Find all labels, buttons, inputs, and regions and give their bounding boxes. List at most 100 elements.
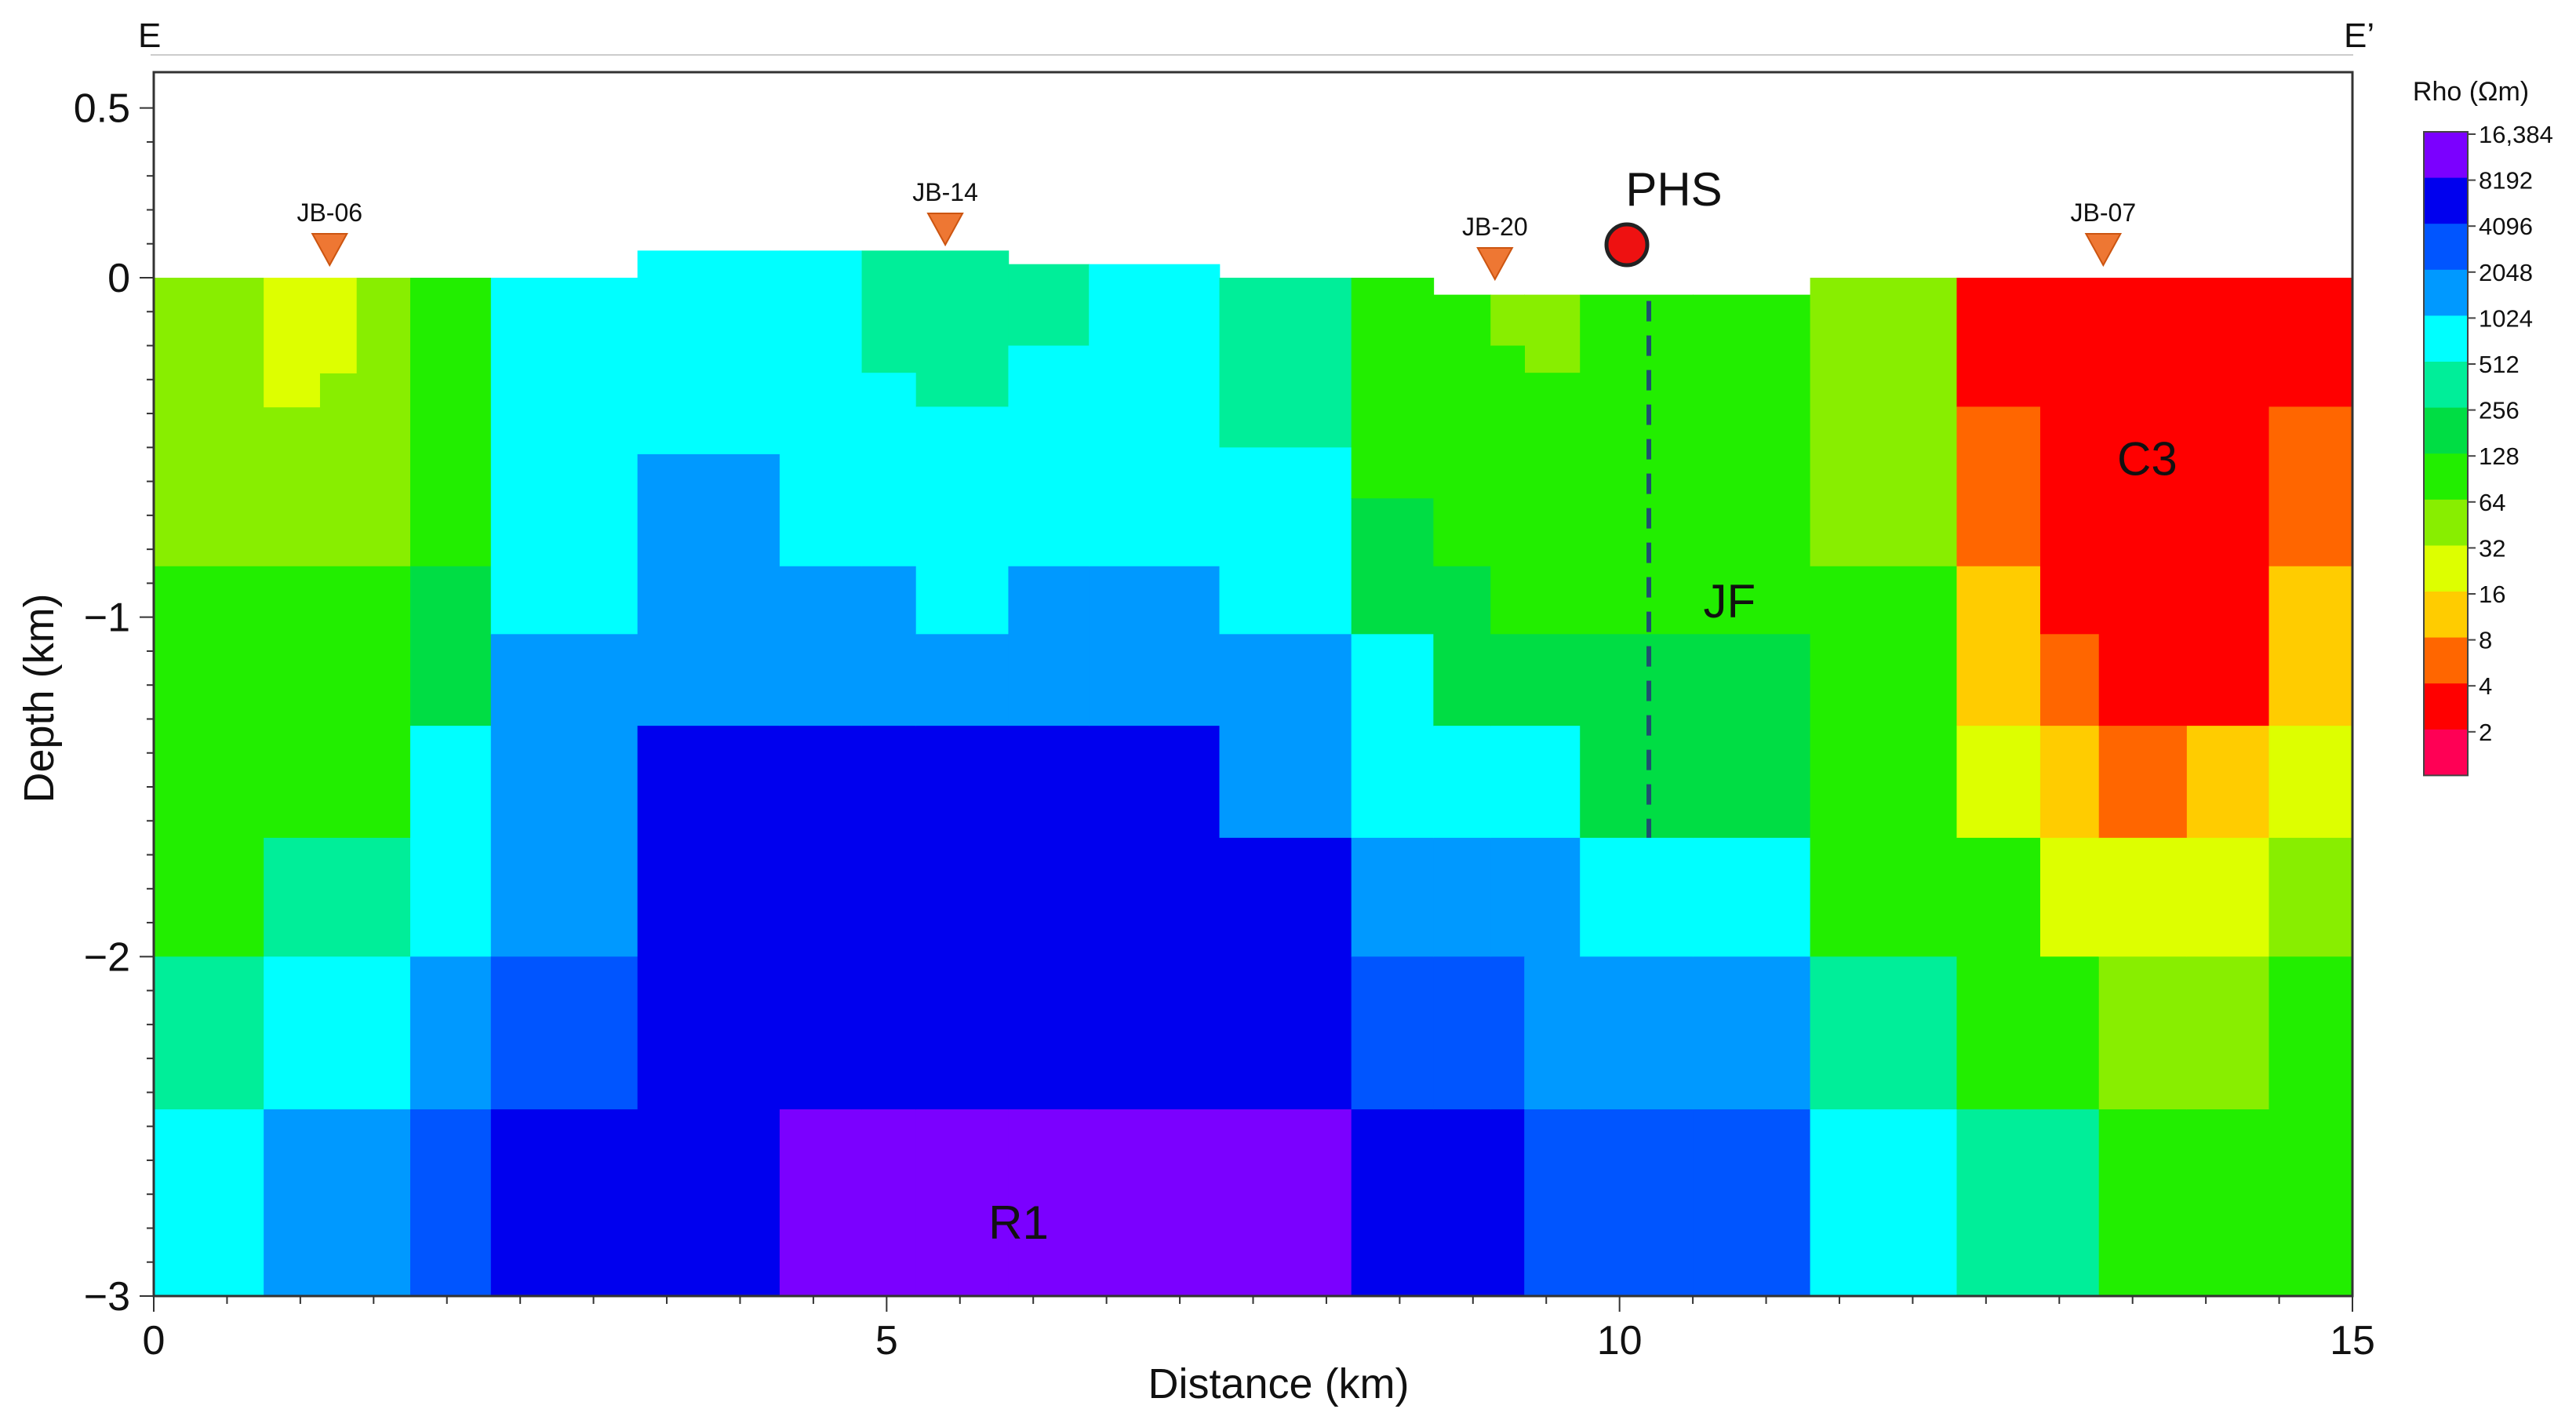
model-cell <box>264 956 411 1110</box>
model-cell <box>1490 726 1581 839</box>
model-cell <box>2186 1109 2270 1297</box>
model-cell <box>490 278 639 635</box>
colorbar-label: 1024 <box>2479 304 2533 332</box>
colorbar-swatch <box>2424 637 2468 684</box>
model-cell <box>2186 837 2270 958</box>
model-cell <box>264 566 411 839</box>
station-label: JB-20 <box>1462 213 1528 241</box>
model-cell <box>1433 498 1492 567</box>
model-cell <box>861 250 917 373</box>
model-cell <box>154 278 264 567</box>
region-label: C3 <box>2117 432 2178 485</box>
region-label: R1 <box>988 1196 1049 1249</box>
colorbar-label: 128 <box>2479 442 2520 470</box>
model-cell <box>1433 566 1492 726</box>
model-cell <box>915 726 1010 1110</box>
model-cell <box>2186 956 2270 1110</box>
model-cell <box>2269 566 2353 726</box>
model-cell <box>1580 634 1694 839</box>
model-cell <box>1351 837 1435 958</box>
colorbar-label: 2 <box>2479 719 2492 746</box>
model-cell <box>1580 837 1694 958</box>
x-tick-label: 5 <box>875 1318 898 1364</box>
x-axis: 0 5 10 15 <box>143 1294 2375 1364</box>
colorbar: Rho (Ωm) 16,384 8192 4096 2048 1024 512 256 128… <box>2413 77 2553 777</box>
model-cell <box>1219 447 1352 635</box>
model-cell <box>1956 406 2041 567</box>
model-cell <box>1693 1109 1811 1297</box>
stations: JB-06 JB-14 JB-20 JB-07 <box>297 178 2136 282</box>
y-axis-label: Depth (km) <box>16 593 63 803</box>
model-cell <box>1490 345 1526 500</box>
model-cell <box>2269 278 2353 408</box>
station-label: JB-14 <box>912 178 978 206</box>
colorbar-swatch <box>2424 224 2468 271</box>
resistivity-cells <box>154 250 2353 1297</box>
model-cell <box>490 956 639 1110</box>
model-cell <box>1580 1109 1694 1297</box>
y-tick-label: −1 <box>84 595 130 641</box>
model-cell <box>264 1109 411 1297</box>
model-cell <box>637 1109 780 1297</box>
colorbar-label: 64 <box>2479 489 2505 516</box>
x-tick-label: 10 <box>1597 1318 1643 1364</box>
model-cell <box>2269 1109 2353 1297</box>
model-cell <box>861 566 917 726</box>
colorbar-label: 512 <box>2479 351 2520 378</box>
model-cell <box>1490 294 1526 347</box>
colorbar-swatches: 16,384 8192 4096 2048 1024 512 256 128 64 32 16 8 4 2 <box>2423 121 2553 777</box>
colorbar-title: Rho (Ωm) <box>2413 77 2529 107</box>
region-label: JF <box>1703 575 1756 628</box>
station-marker <box>1476 247 1514 282</box>
model-cell <box>2039 634 2100 726</box>
colorbar-swatch <box>2424 683 2468 730</box>
model-cell <box>2098 1109 2188 1297</box>
model-cell <box>1810 956 1958 1110</box>
model-cell <box>2269 837 2353 958</box>
colorbar-swatch <box>2424 499 2468 546</box>
profile-endpoints: E E’ <box>138 16 2374 56</box>
model-cell <box>319 278 357 373</box>
colorbar-label: 16,384 <box>2479 121 2553 148</box>
station-marker <box>311 233 348 268</box>
model-cell <box>1008 1109 1090 1297</box>
model-cell <box>2269 406 2353 567</box>
model-cell <box>2039 956 2100 1110</box>
model-cell <box>1580 294 1694 635</box>
model-cell <box>1089 726 1221 1110</box>
model-cell <box>779 726 863 1110</box>
colorbar-label: 8192 <box>2479 167 2533 195</box>
model-cell <box>779 250 863 567</box>
phs-marker-group: PHS <box>1604 163 1723 268</box>
colorbar-swatch <box>2424 269 2468 316</box>
model-cell <box>1433 837 1492 958</box>
model-cell <box>1433 294 1492 500</box>
model-cell <box>2269 956 2353 1110</box>
y-tick-label: −2 <box>84 934 130 980</box>
model-cell <box>2269 726 2353 839</box>
colorbar-swatch <box>2424 407 2468 454</box>
model-cell <box>1490 837 1581 958</box>
colorbar-swatch <box>2424 592 2468 639</box>
model-cell <box>1956 566 2041 726</box>
model-cell <box>1490 1109 1526 1297</box>
model-cell <box>1693 294 1811 408</box>
model-cell <box>2186 278 2270 726</box>
colorbar-swatch <box>2424 132 2468 179</box>
model-cell <box>1524 1109 1581 1297</box>
colorbar-swatch <box>2424 729 2468 776</box>
model-cell <box>264 278 320 408</box>
model-cell <box>1008 264 1090 347</box>
model-cell <box>1008 726 1090 1110</box>
model-cell <box>264 837 411 958</box>
model-cell <box>1956 837 2041 958</box>
model-cell <box>1810 1109 1958 1297</box>
model-cell <box>1351 634 1435 839</box>
model-cell <box>2039 837 2100 958</box>
model-cell <box>1089 264 1221 567</box>
y-tick-label: 0.5 <box>74 86 130 132</box>
model-cell <box>154 1109 264 1297</box>
model-cell <box>2186 726 2270 839</box>
model-cell <box>861 373 917 567</box>
